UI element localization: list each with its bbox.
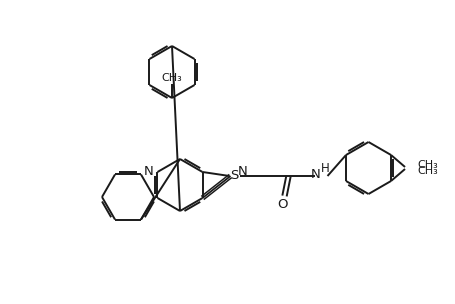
Text: S: S: [230, 170, 238, 182]
Text: N: N: [310, 168, 320, 181]
Text: H: H: [320, 162, 329, 175]
Text: CH₃: CH₃: [161, 73, 182, 83]
Text: N: N: [143, 165, 153, 178]
Text: CH₃: CH₃: [416, 166, 437, 176]
Text: N: N: [237, 165, 247, 178]
Text: O: O: [277, 198, 287, 210]
Text: CH₃: CH₃: [416, 160, 437, 170]
